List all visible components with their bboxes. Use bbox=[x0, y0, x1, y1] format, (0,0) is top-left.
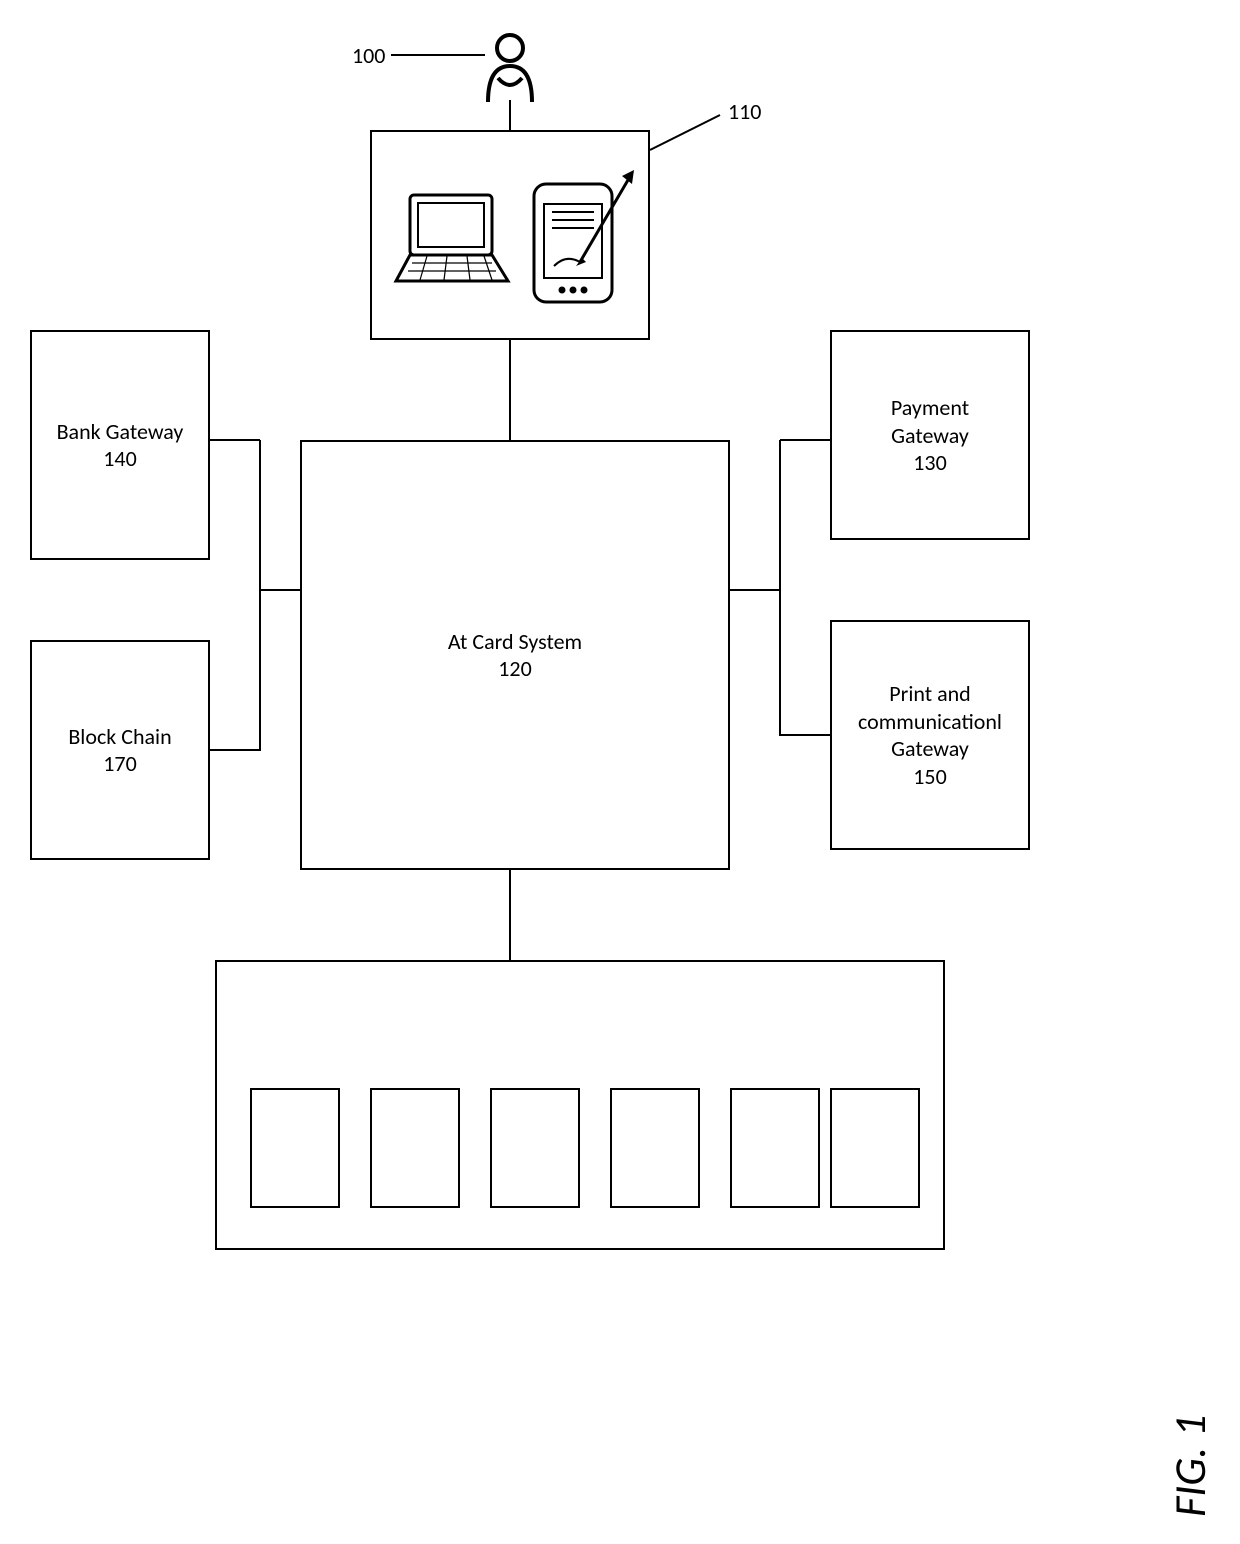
store-card-gateway-box: Block Chain 170 bbox=[30, 640, 210, 860]
callout-110-label: 110 bbox=[728, 98, 761, 125]
edge-right-v bbox=[779, 440, 781, 736]
tablet-icon bbox=[522, 162, 642, 322]
edge-left-store bbox=[210, 749, 260, 751]
user-icon bbox=[480, 30, 540, 110]
laptop-icon bbox=[392, 187, 512, 297]
edge-user-devices bbox=[509, 100, 511, 130]
bank-label: Bank Gateway bbox=[57, 418, 184, 446]
payment-ref: 130 bbox=[913, 449, 946, 476]
at-card-label: At Card System bbox=[448, 628, 582, 656]
edge-left-bank bbox=[210, 439, 260, 441]
edge-devices-atcard bbox=[509, 340, 511, 440]
callout-110-line bbox=[650, 110, 730, 160]
figure-label: FIG. 1 bbox=[1163, 1377, 1217, 1517]
callout-100-label: 100 bbox=[352, 42, 385, 69]
store-label: Block Chain bbox=[68, 723, 171, 751]
callout-100-line bbox=[391, 54, 485, 56]
payment-gateway-box: Payment Gateway 130 bbox=[830, 330, 1030, 540]
bank-gateway-box: Bank Gateway 140 bbox=[30, 330, 210, 560]
edge-right-h1 bbox=[730, 589, 780, 591]
edge-atcard-blockchain bbox=[509, 870, 511, 960]
at-card-system-box: At Card System 120 bbox=[300, 440, 730, 870]
devices-box bbox=[370, 130, 650, 340]
block-cell-1 bbox=[250, 1088, 340, 1208]
print-comm-gateway-box: Print and communicationl Gateway 150 bbox=[830, 620, 1030, 850]
edge-right-print bbox=[780, 734, 830, 736]
edge-left-v bbox=[259, 440, 261, 751]
payment-label: Payment Gateway bbox=[891, 394, 969, 449]
block-cell-4 bbox=[610, 1088, 700, 1208]
bank-ref: 140 bbox=[103, 445, 136, 472]
store-ref: 170 bbox=[103, 750, 136, 777]
block-cell-3 bbox=[490, 1088, 580, 1208]
at-card-ref: 120 bbox=[498, 655, 531, 682]
edge-right-payment bbox=[780, 439, 830, 441]
print-label: Print and communicationl Gateway bbox=[858, 680, 1002, 763]
edge-left-h1 bbox=[260, 589, 300, 591]
block-cell-5 bbox=[730, 1088, 820, 1208]
block-cell-6 bbox=[830, 1088, 920, 1208]
print-ref: 150 bbox=[913, 763, 946, 790]
block-cell-2 bbox=[370, 1088, 460, 1208]
